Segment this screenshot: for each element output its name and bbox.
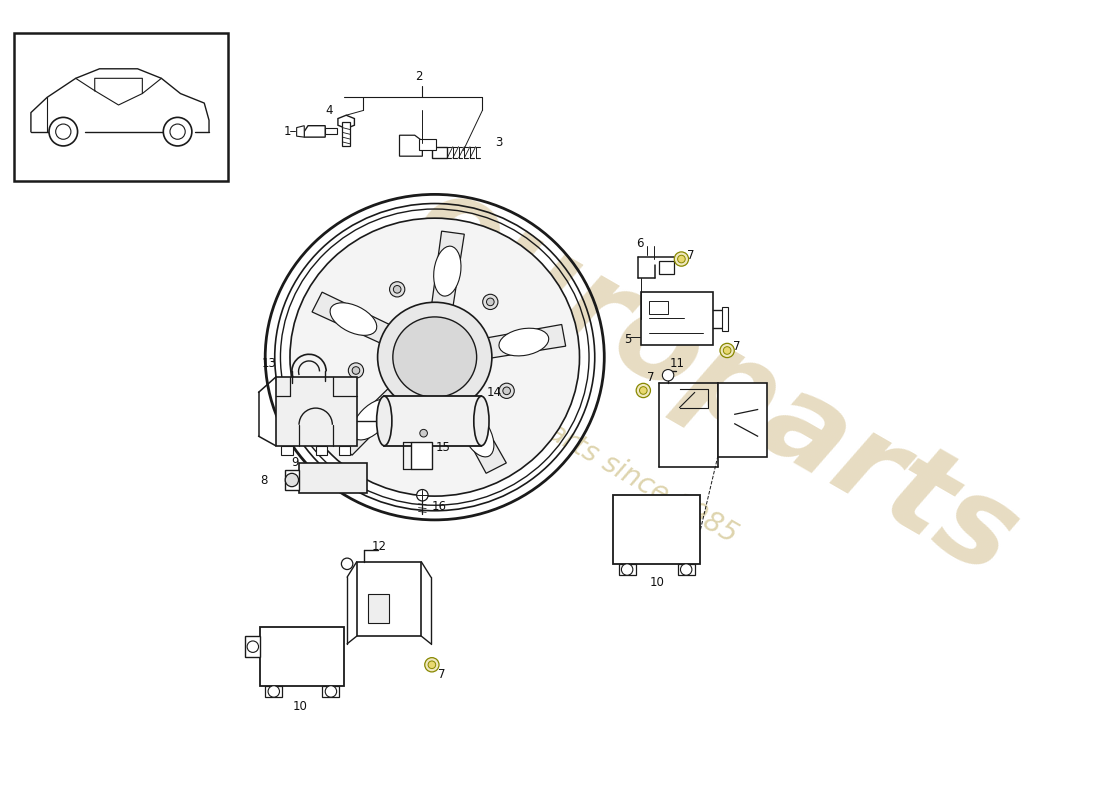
- Circle shape: [341, 558, 353, 570]
- Bar: [326, 128, 337, 134]
- Ellipse shape: [330, 302, 377, 335]
- Text: 16: 16: [432, 500, 447, 513]
- Bar: [678, 564, 695, 575]
- Polygon shape: [312, 292, 402, 348]
- Bar: [285, 470, 298, 490]
- Bar: [649, 301, 668, 314]
- Bar: [641, 292, 713, 345]
- Bar: [245, 636, 261, 657]
- Circle shape: [394, 286, 402, 293]
- Circle shape: [56, 124, 70, 139]
- Circle shape: [352, 366, 360, 374]
- Circle shape: [268, 686, 279, 697]
- Text: 10: 10: [293, 700, 308, 713]
- Bar: [276, 377, 356, 446]
- Text: 5: 5: [625, 334, 631, 346]
- Text: 7: 7: [733, 340, 740, 353]
- Bar: [265, 686, 283, 697]
- Circle shape: [681, 564, 692, 575]
- Polygon shape: [419, 139, 436, 150]
- Bar: [659, 261, 674, 274]
- Bar: [342, 122, 350, 146]
- Ellipse shape: [499, 328, 549, 356]
- Text: 13: 13: [262, 358, 276, 370]
- Polygon shape: [305, 126, 326, 137]
- Polygon shape: [432, 146, 447, 158]
- Text: europarts: europarts: [394, 162, 1037, 601]
- Circle shape: [486, 298, 494, 306]
- Text: 11: 11: [670, 358, 685, 370]
- Circle shape: [50, 118, 78, 146]
- Bar: [298, 463, 367, 494]
- Circle shape: [428, 661, 436, 669]
- Bar: [339, 446, 350, 455]
- Circle shape: [720, 343, 735, 358]
- Text: 12: 12: [372, 540, 387, 553]
- Text: 7: 7: [438, 668, 446, 681]
- Polygon shape: [297, 126, 305, 137]
- Polygon shape: [399, 135, 422, 156]
- Polygon shape: [336, 379, 412, 455]
- Bar: [618, 564, 636, 575]
- Circle shape: [163, 118, 191, 146]
- Polygon shape: [338, 115, 354, 129]
- Circle shape: [499, 383, 515, 398]
- Ellipse shape: [290, 218, 580, 496]
- Circle shape: [483, 294, 498, 310]
- Polygon shape: [430, 231, 464, 318]
- Text: 15: 15: [436, 441, 451, 454]
- Circle shape: [724, 346, 730, 354]
- Circle shape: [285, 474, 298, 486]
- Circle shape: [389, 282, 405, 297]
- Circle shape: [420, 430, 428, 437]
- Circle shape: [416, 426, 431, 441]
- Text: 3: 3: [495, 136, 502, 150]
- Text: 14: 14: [487, 386, 502, 399]
- Text: 9: 9: [292, 456, 298, 470]
- Circle shape: [678, 255, 685, 263]
- Text: 8: 8: [261, 474, 268, 486]
- Bar: [14, 34, 228, 181]
- Circle shape: [621, 564, 632, 575]
- Bar: [356, 562, 421, 636]
- Ellipse shape: [433, 246, 461, 296]
- Text: 4: 4: [326, 104, 332, 117]
- Bar: [384, 396, 482, 446]
- Circle shape: [425, 658, 439, 672]
- Text: 10: 10: [649, 576, 664, 590]
- Ellipse shape: [377, 302, 492, 412]
- Circle shape: [636, 383, 650, 398]
- Bar: [282, 446, 293, 455]
- Ellipse shape: [393, 317, 476, 398]
- Bar: [613, 495, 701, 564]
- Ellipse shape: [474, 396, 490, 446]
- Circle shape: [674, 252, 689, 266]
- Ellipse shape: [461, 410, 494, 457]
- Ellipse shape: [376, 396, 392, 446]
- Circle shape: [417, 490, 428, 501]
- Circle shape: [639, 386, 647, 394]
- Text: 1: 1: [284, 125, 290, 138]
- Bar: [261, 626, 344, 686]
- Ellipse shape: [352, 399, 392, 440]
- Text: 6: 6: [636, 238, 644, 250]
- Bar: [411, 442, 432, 469]
- Polygon shape: [475, 325, 565, 360]
- Bar: [717, 383, 767, 457]
- Circle shape: [170, 124, 185, 139]
- Text: a passion for parts since 1985: a passion for parts since 1985: [365, 315, 742, 549]
- Circle shape: [349, 363, 364, 378]
- Circle shape: [662, 370, 674, 381]
- Bar: [322, 686, 340, 697]
- Polygon shape: [446, 388, 506, 474]
- Circle shape: [248, 641, 258, 652]
- Bar: [723, 306, 728, 331]
- Bar: [316, 446, 327, 455]
- Text: 7: 7: [688, 249, 694, 262]
- Text: 2: 2: [415, 70, 422, 82]
- Bar: [368, 594, 389, 623]
- Text: 7: 7: [647, 370, 654, 384]
- Circle shape: [326, 686, 337, 697]
- Circle shape: [503, 387, 510, 394]
